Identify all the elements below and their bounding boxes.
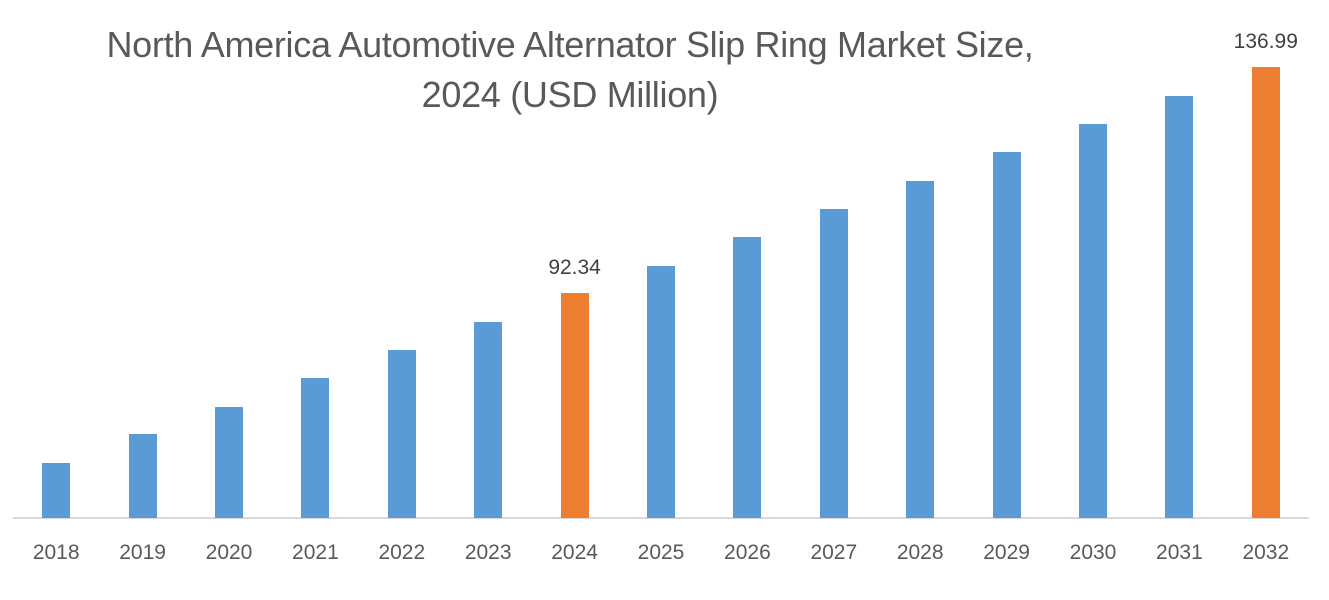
x-tick-label-2025: 2025 xyxy=(637,541,685,564)
bar-2032 xyxy=(1251,67,1280,518)
bar-2028 xyxy=(906,180,935,518)
bar-2031 xyxy=(1165,95,1194,518)
x-tick-label-2019: 2019 xyxy=(119,541,166,564)
x-tick-label-2029: 2029 xyxy=(983,541,1030,564)
x-tick-label-2022: 2022 xyxy=(378,541,426,564)
data-label-2024: 92.34 xyxy=(548,256,601,280)
bar-2021 xyxy=(301,377,330,518)
chart-title-line-2: 2024 (USD Million) xyxy=(421,74,719,115)
bar-2029 xyxy=(992,151,1021,518)
x-tick-label-2026: 2026 xyxy=(724,541,771,564)
bar-2024 xyxy=(560,293,589,518)
x-tick-label-2031: 2031 xyxy=(1156,541,1203,564)
bar-2018 xyxy=(42,462,71,518)
bar-2023 xyxy=(474,322,503,518)
x-tick-label-2024: 2024 xyxy=(551,541,598,564)
x-tick-label-2030: 2030 xyxy=(1069,541,1117,564)
bar-2030 xyxy=(1079,124,1107,518)
x-tick-label-2020: 2020 xyxy=(205,541,253,564)
x-tick-label-2021: 2021 xyxy=(292,541,339,564)
x-tick-label-2027: 2027 xyxy=(810,541,858,564)
chart-title-line-1: North America Automotive Alternator Slip… xyxy=(106,24,1034,65)
bar-2026 xyxy=(733,237,762,518)
bar-2022 xyxy=(387,349,416,518)
bar-2025 xyxy=(647,265,675,518)
data-label-2032: 136.99 xyxy=(1233,30,1298,53)
bar-2020 xyxy=(215,407,243,518)
x-tick-label-2018: 2018 xyxy=(32,541,80,564)
bar-2027 xyxy=(819,208,848,518)
x-tick-label-2028: 2028 xyxy=(896,541,944,564)
x-tick-label-2023: 2023 xyxy=(464,541,512,564)
x-tick-label-2032: 2032 xyxy=(1242,541,1290,564)
bar-2019 xyxy=(128,433,157,518)
x-axis-line xyxy=(13,517,1309,519)
